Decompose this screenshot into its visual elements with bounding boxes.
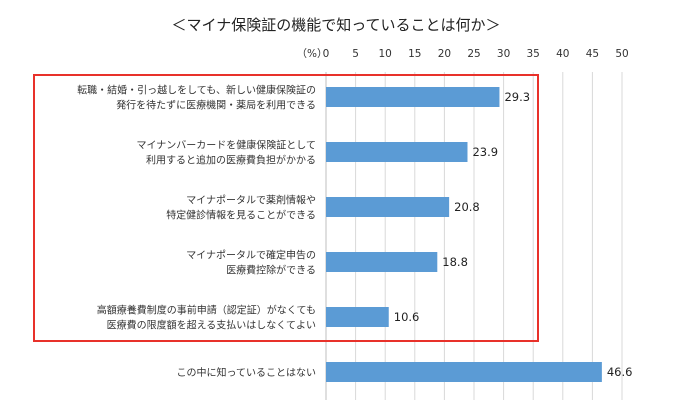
x-tick-label: 40: [556, 48, 569, 60]
x-tick-label: 30: [497, 48, 510, 60]
x-tick-label: 50: [615, 48, 628, 60]
x-axis-ticks: 0 5 10 15 20 25 30 35 40 45 50: [323, 48, 629, 60]
x-tick-label: 25: [467, 48, 480, 60]
category-label: 高額療養費制度の事前申請（認定証）がなくても: [97, 304, 316, 317]
bar: [326, 197, 450, 217]
chart-title: ＜マイナ保険証の機能で知っていることは何か＞: [172, 16, 501, 34]
data-label: 29.3: [504, 90, 530, 104]
bar: [326, 87, 500, 107]
bar: [326, 362, 602, 382]
x-tick-label: 10: [379, 48, 392, 60]
axis-unit-label: （%）: [297, 48, 328, 60]
data-label: 10.6: [394, 310, 420, 324]
category-labels: 転職・結婚・引っ越しをしても、新しい健康保険証の発行を待たずに医療機関・薬局を利…: [77, 84, 316, 380]
category-label: 利用すると追加の医療費負担がかかる: [146, 154, 316, 167]
data-label: 23.9: [472, 145, 498, 159]
category-label: 医療費の限度額を超える支払いはしなくてよい: [107, 319, 316, 332]
bars: [326, 87, 602, 382]
category-label: 発行を待たずに医療機関・薬局を利用できる: [116, 99, 316, 112]
x-tick-label: 5: [352, 48, 359, 60]
x-tick-label: 20: [438, 48, 451, 60]
x-tick-label: 35: [527, 48, 540, 60]
bar: [326, 307, 389, 327]
category-label: この中に知っていることはない: [177, 366, 317, 379]
gridlines: [325, 72, 623, 400]
value-labels: 29.3 23.9 20.8 18.8 10.6 46.6: [394, 90, 633, 379]
category-label: マイナポータルで確定申告の: [186, 249, 316, 262]
bar: [326, 142, 468, 162]
category-label: 医療費控除ができる: [226, 264, 316, 277]
data-label: 20.8: [454, 200, 480, 214]
x-tick-label: 0: [323, 48, 330, 60]
category-label: マイナンバーカードを健康保険証として: [137, 139, 317, 152]
category-label: 特定健診情報を見ることができる: [166, 209, 316, 222]
x-tick-label: 45: [586, 48, 599, 60]
bar: [326, 252, 438, 272]
data-label: 18.8: [442, 255, 468, 269]
data-label: 46.6: [607, 365, 633, 379]
highlight-box: [33, 74, 539, 342]
category-label: 転職・結婚・引っ越しをしても、新しい健康保険証の: [77, 84, 316, 97]
x-tick-label: 15: [408, 48, 421, 60]
category-label: マイナポータルで薬剤情報や: [186, 194, 316, 207]
